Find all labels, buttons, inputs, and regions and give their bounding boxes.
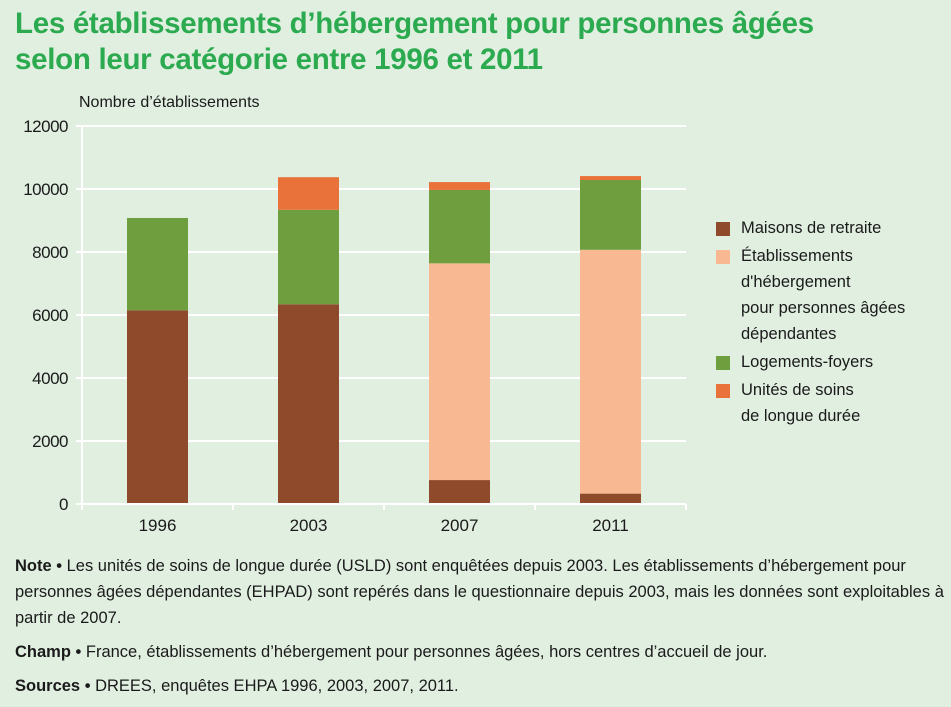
chart-title-line-2: selon leur catégorie entre 1996 et 2011: [15, 43, 543, 76]
sources-text: DREES, enquêtes EHPA 1996, 2003, 2007, 2…: [90, 677, 459, 695]
y-tick-label: 2000: [32, 432, 68, 451]
y-axis-title: Nombre d’établissements: [79, 94, 260, 111]
notes: Note • Les unités de soins de longue dur…: [15, 553, 945, 707]
bar-segment: [429, 263, 490, 481]
y-tick-label: 4000: [32, 369, 68, 388]
legend-label: dépendantes: [741, 325, 837, 343]
legend-swatch: [716, 250, 730, 264]
y-tick-label: 6000: [32, 306, 68, 325]
sources-paragraph: Sources • DREES, enquêtes EHPA 1996, 200…: [15, 673, 945, 699]
bar-segment: [278, 304, 339, 504]
legend-swatch: [716, 222, 730, 236]
x-tick-label: 1996: [139, 516, 177, 535]
note-paragraph: Note • Les unités de soins de longue dur…: [15, 553, 945, 631]
bar-segment: [278, 209, 339, 305]
chart-title: Les établissements d’hébergement pour pe…: [15, 6, 945, 78]
legend-item: Maisons de retraite: [716, 215, 905, 241]
champ-label: Champ •: [15, 643, 82, 661]
bar-segment: [127, 310, 188, 504]
legend-label: d'hébergement: [741, 273, 851, 291]
bar-segment: [580, 176, 641, 181]
x-tick-label: 2011: [592, 516, 629, 535]
legend-swatch: [716, 356, 730, 370]
legend-label: Unités de soins: [741, 381, 854, 399]
y-tick-label: 12000: [23, 117, 68, 136]
sources-label: Sources •: [15, 677, 91, 695]
legend-label: de longue durée: [741, 407, 861, 425]
y-tick-label: 0: [59, 495, 68, 514]
legend-label: pour personnes âgées: [741, 299, 906, 317]
bar-segment: [429, 189, 490, 264]
legend-item: Logements-foyers: [716, 349, 905, 375]
champ-text: France, établissements d’hébergement pou…: [81, 643, 768, 661]
bar-segment: [429, 480, 490, 504]
y-tick-label: 10000: [23, 180, 68, 199]
note-text: Les unités de soins de longue durée (USL…: [15, 557, 944, 627]
bar-segment: [580, 180, 641, 250]
bar-segment: [429, 182, 490, 190]
chart-title-line-1: Les établissements d’hébergement pour pe…: [15, 7, 814, 40]
champ-paragraph: Champ • France, établissements d’héberge…: [15, 639, 945, 665]
y-tick-label: 8000: [32, 243, 68, 262]
bar-segment: [580, 249, 641, 494]
legend-swatch: [716, 384, 730, 398]
note-label: Note •: [15, 557, 63, 575]
x-tick-label: 2003: [290, 516, 328, 535]
legend-label: Maisons de retraite: [741, 219, 882, 237]
x-tick-label: 2007: [441, 516, 479, 535]
bar-segment: [278, 177, 339, 210]
legend-label: Établissements: [741, 247, 853, 265]
bar-segment: [580, 493, 641, 504]
legend-item: Établissements d'hébergement pour personne…: [716, 243, 905, 347]
legend-label: Logements-foyers: [741, 353, 874, 371]
legend: Maisons de retraite Établissements d'héber…: [716, 215, 905, 431]
bar-segment: [127, 217, 188, 311]
legend-item: Unités de soins de longue durée: [716, 377, 905, 429]
